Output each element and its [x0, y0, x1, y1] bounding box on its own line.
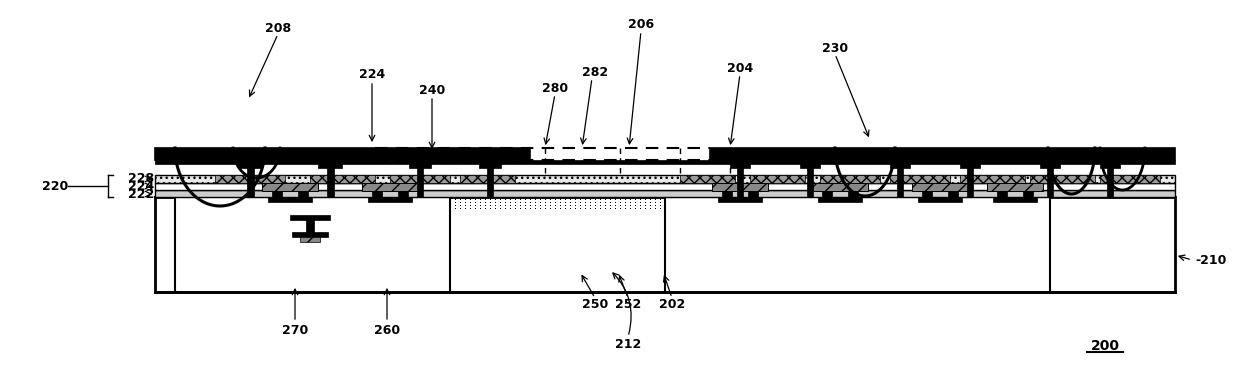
Bar	[1040, 160, 1060, 168]
Bar	[993, 197, 1037, 202]
Bar	[820, 175, 880, 183]
Text: 224: 224	[128, 179, 154, 193]
Bar	[1047, 160, 1053, 197]
Bar	[306, 220, 314, 232]
Bar	[268, 197, 312, 202]
Bar	[1030, 175, 1095, 183]
Text: 224: 224	[358, 68, 386, 82]
Bar	[155, 175, 1176, 183]
Text: 260: 260	[374, 324, 401, 336]
Bar	[372, 191, 382, 197]
Bar	[711, 148, 1176, 160]
Text: 240: 240	[419, 83, 445, 97]
Bar	[155, 183, 1176, 190]
Text: 228: 228	[128, 172, 154, 186]
Bar	[290, 215, 330, 220]
Bar	[310, 175, 374, 183]
Bar	[960, 160, 980, 168]
Bar	[750, 175, 805, 183]
Bar	[155, 197, 1176, 292]
Bar	[479, 160, 501, 168]
Bar	[890, 175, 950, 183]
Bar	[1100, 160, 1120, 168]
Bar	[215, 175, 285, 183]
Bar	[680, 175, 735, 183]
Bar	[967, 160, 973, 197]
Bar	[718, 197, 763, 202]
Text: 220: 220	[42, 179, 68, 193]
Bar	[155, 190, 1176, 197]
Bar	[298, 191, 308, 197]
Bar	[960, 175, 1025, 183]
Text: 282: 282	[582, 66, 608, 78]
Bar	[1107, 160, 1114, 197]
Text: 206: 206	[627, 19, 653, 31]
Bar	[327, 160, 334, 197]
Bar	[247, 160, 254, 197]
Bar	[812, 183, 868, 191]
Bar	[848, 191, 858, 197]
Bar	[1023, 191, 1033, 197]
Bar	[722, 191, 732, 197]
Bar	[262, 183, 317, 191]
Bar	[487, 160, 494, 197]
Text: 204: 204	[727, 61, 753, 75]
Text: 250: 250	[582, 299, 608, 311]
Bar	[291, 232, 329, 237]
Bar	[300, 237, 320, 242]
Bar	[391, 175, 450, 183]
Bar	[398, 191, 408, 197]
Text: 252: 252	[615, 299, 641, 311]
Bar	[272, 191, 281, 197]
Bar	[748, 191, 758, 197]
Text: 280: 280	[542, 82, 568, 94]
Bar	[417, 160, 423, 197]
Bar	[890, 160, 910, 168]
Bar	[155, 148, 529, 160]
Bar	[818, 197, 862, 202]
Bar	[666, 198, 1050, 291]
Text: -210: -210	[1195, 254, 1226, 266]
Text: 230: 230	[822, 41, 848, 55]
Bar	[409, 160, 432, 168]
Bar	[712, 183, 768, 191]
Bar	[155, 160, 1176, 164]
Bar	[897, 160, 903, 197]
Text: 270: 270	[281, 324, 308, 336]
Bar	[911, 183, 968, 191]
Bar	[923, 191, 932, 197]
Text: 208: 208	[265, 22, 291, 34]
Bar	[737, 160, 743, 197]
Bar	[997, 191, 1007, 197]
Bar	[800, 160, 820, 168]
Bar	[730, 160, 750, 168]
Bar	[317, 160, 342, 168]
Bar	[368, 197, 412, 202]
Text: 222: 222	[128, 187, 154, 201]
Bar	[238, 160, 262, 168]
Text: 202: 202	[658, 299, 686, 311]
Bar	[918, 197, 962, 202]
Bar	[176, 198, 450, 291]
Text: 212: 212	[615, 339, 641, 351]
Bar	[822, 191, 832, 197]
Text: 200: 200	[1090, 339, 1120, 353]
Bar	[987, 183, 1043, 191]
Bar	[460, 175, 515, 183]
Bar	[362, 183, 418, 191]
Bar	[949, 191, 959, 197]
Bar	[1100, 175, 1159, 183]
Bar	[807, 160, 813, 197]
